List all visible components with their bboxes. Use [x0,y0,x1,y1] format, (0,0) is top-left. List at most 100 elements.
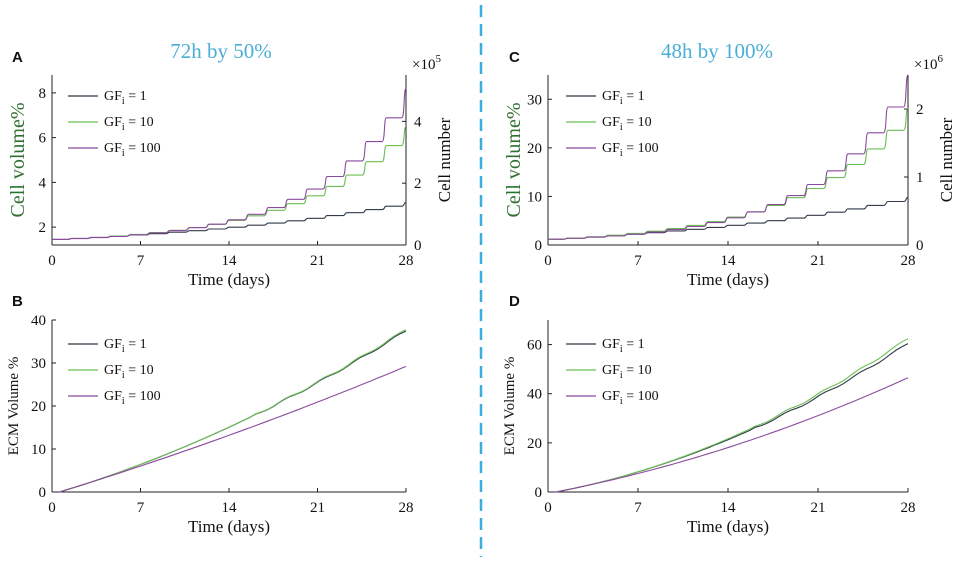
panel-letter-b: B [12,293,23,310]
legend-label-1: GFi = 1 [602,337,645,355]
series-line-3 [52,87,407,240]
x-axis-label: Time (days) [687,270,769,289]
legend-gf: GF [104,89,122,104]
legend-label-3: GFi = 100 [104,389,161,407]
x-tick-label: 28 [399,253,414,269]
x-axis-label: Time (days) [687,517,769,536]
x-tick-label: 0 [48,500,56,516]
legend-sub: i [620,148,623,159]
x-tick-label: 28 [399,500,414,516]
legend-gf: GF [602,89,620,104]
y-tick-label: 0 [39,485,47,501]
legend-value: = 1 [125,337,147,352]
legend-gf: GF [104,337,122,352]
y-axis-label-left: ECM Volume % [6,357,22,456]
legend-gf: GF [104,363,122,378]
legend-value: = 100 [125,389,161,404]
panel-title-c: 48h by 100% [661,39,773,63]
y-right-tick-label: 1 [916,170,924,186]
series-line-3 [548,74,909,240]
legend-gf: GF [602,389,620,404]
series-line-3 [555,377,909,493]
legend-sub: i [122,396,125,407]
panel-letter-a: A [12,49,23,66]
legend-sub: i [122,96,125,107]
series-line-2 [59,329,407,493]
legend-value: = 10 [623,115,652,130]
legend-label-1: GFi = 1 [104,89,147,107]
x-tick-label: 0 [544,500,552,516]
y-tick-label: 10 [31,442,46,458]
legend-value: = 1 [623,89,645,104]
y-right-tick-label: 4 [414,114,422,130]
legend-gf: GF [104,115,122,130]
series-line-1 [59,330,407,493]
x-tick-label: 28 [901,500,916,516]
legend-sub: i [620,396,623,407]
y-right-tick-label: 2 [916,102,924,118]
y-tick-label: 2 [39,220,47,236]
chart-panel-d: 0 7 14 21 28 0 20 40 60 Time (days) ECM Volume % GF… [502,320,916,536]
y-right-tick-label: 2 [414,176,422,192]
x-tick-label: 0 [48,253,56,269]
legend-gf: GF [602,337,620,352]
panel-letter-c: C [509,49,520,66]
x-tick-label: 7 [634,500,642,516]
legend-sub: i [122,148,125,159]
multiplier-base: ×10 [412,57,435,73]
y-axis-label-right: Cell number [937,117,956,202]
x-axis-label: Time (days) [188,517,270,536]
x-tick-label: 7 [137,253,145,269]
y-tick-label: 6 [39,131,47,147]
x-tick-label: 7 [137,500,145,516]
legend-label-2: GFi = 10 [602,115,652,133]
panel-title-a: 72h by 50% [170,39,272,63]
legend-gf: GF [104,141,122,156]
legend-label-1: GFi = 1 [602,89,645,107]
x-tick-label: 0 [544,253,552,269]
legend-gf: GF [602,141,620,156]
legend-sub: i [620,370,623,381]
y-tick-label: 60 [527,338,542,354]
x-tick-label: 14 [721,500,737,516]
y-tick-label: 20 [527,436,542,452]
y-tick-label: 30 [527,92,542,108]
right-axis-multiplier: ×106 [914,53,943,73]
series-line-3 [59,365,407,493]
y-axis-label-left: ECM Volume % [502,357,518,456]
legend-sub: i [620,344,623,355]
legend-label-2: GFi = 10 [602,363,652,381]
legend-label-3: GFi = 100 [602,141,659,159]
y-right-tick-label: 0 [414,238,422,254]
y-tick-label: 4 [39,175,47,191]
legend-gf: GF [602,363,620,378]
legend-value: = 10 [623,363,652,378]
right-axis-multiplier: ×105 [412,53,441,73]
series-line-2 [548,107,909,240]
x-tick-label: 21 [310,253,325,269]
y-tick-label: 8 [39,86,47,102]
x-tick-label: 21 [811,500,826,516]
legend-gf: GF [602,115,620,130]
legend-value: = 100 [623,141,659,156]
x-tick-label: 21 [310,500,325,516]
legend-value: = 100 [623,389,659,404]
legend-label-2: GFi = 10 [104,363,154,381]
legend-gf: GF [104,389,122,404]
multiplier-exponent: 6 [937,53,943,65]
y-axis-label-right: Cell number [435,117,454,202]
legend-sub: i [122,122,125,133]
y-tick-label: 30 [31,356,46,372]
legend-sub: i [122,370,125,381]
legend-label-3: GFi = 100 [104,141,161,159]
y-tick-label: 0 [535,238,543,254]
x-tick-label: 28 [901,253,916,269]
panel-letter-d: D [509,293,520,310]
y-tick-label: 10 [527,189,542,205]
legend-value: = 10 [125,363,154,378]
legend-sub: i [122,344,125,355]
y-right-tick-label: 0 [916,238,924,254]
x-tick-label: 14 [721,253,737,269]
